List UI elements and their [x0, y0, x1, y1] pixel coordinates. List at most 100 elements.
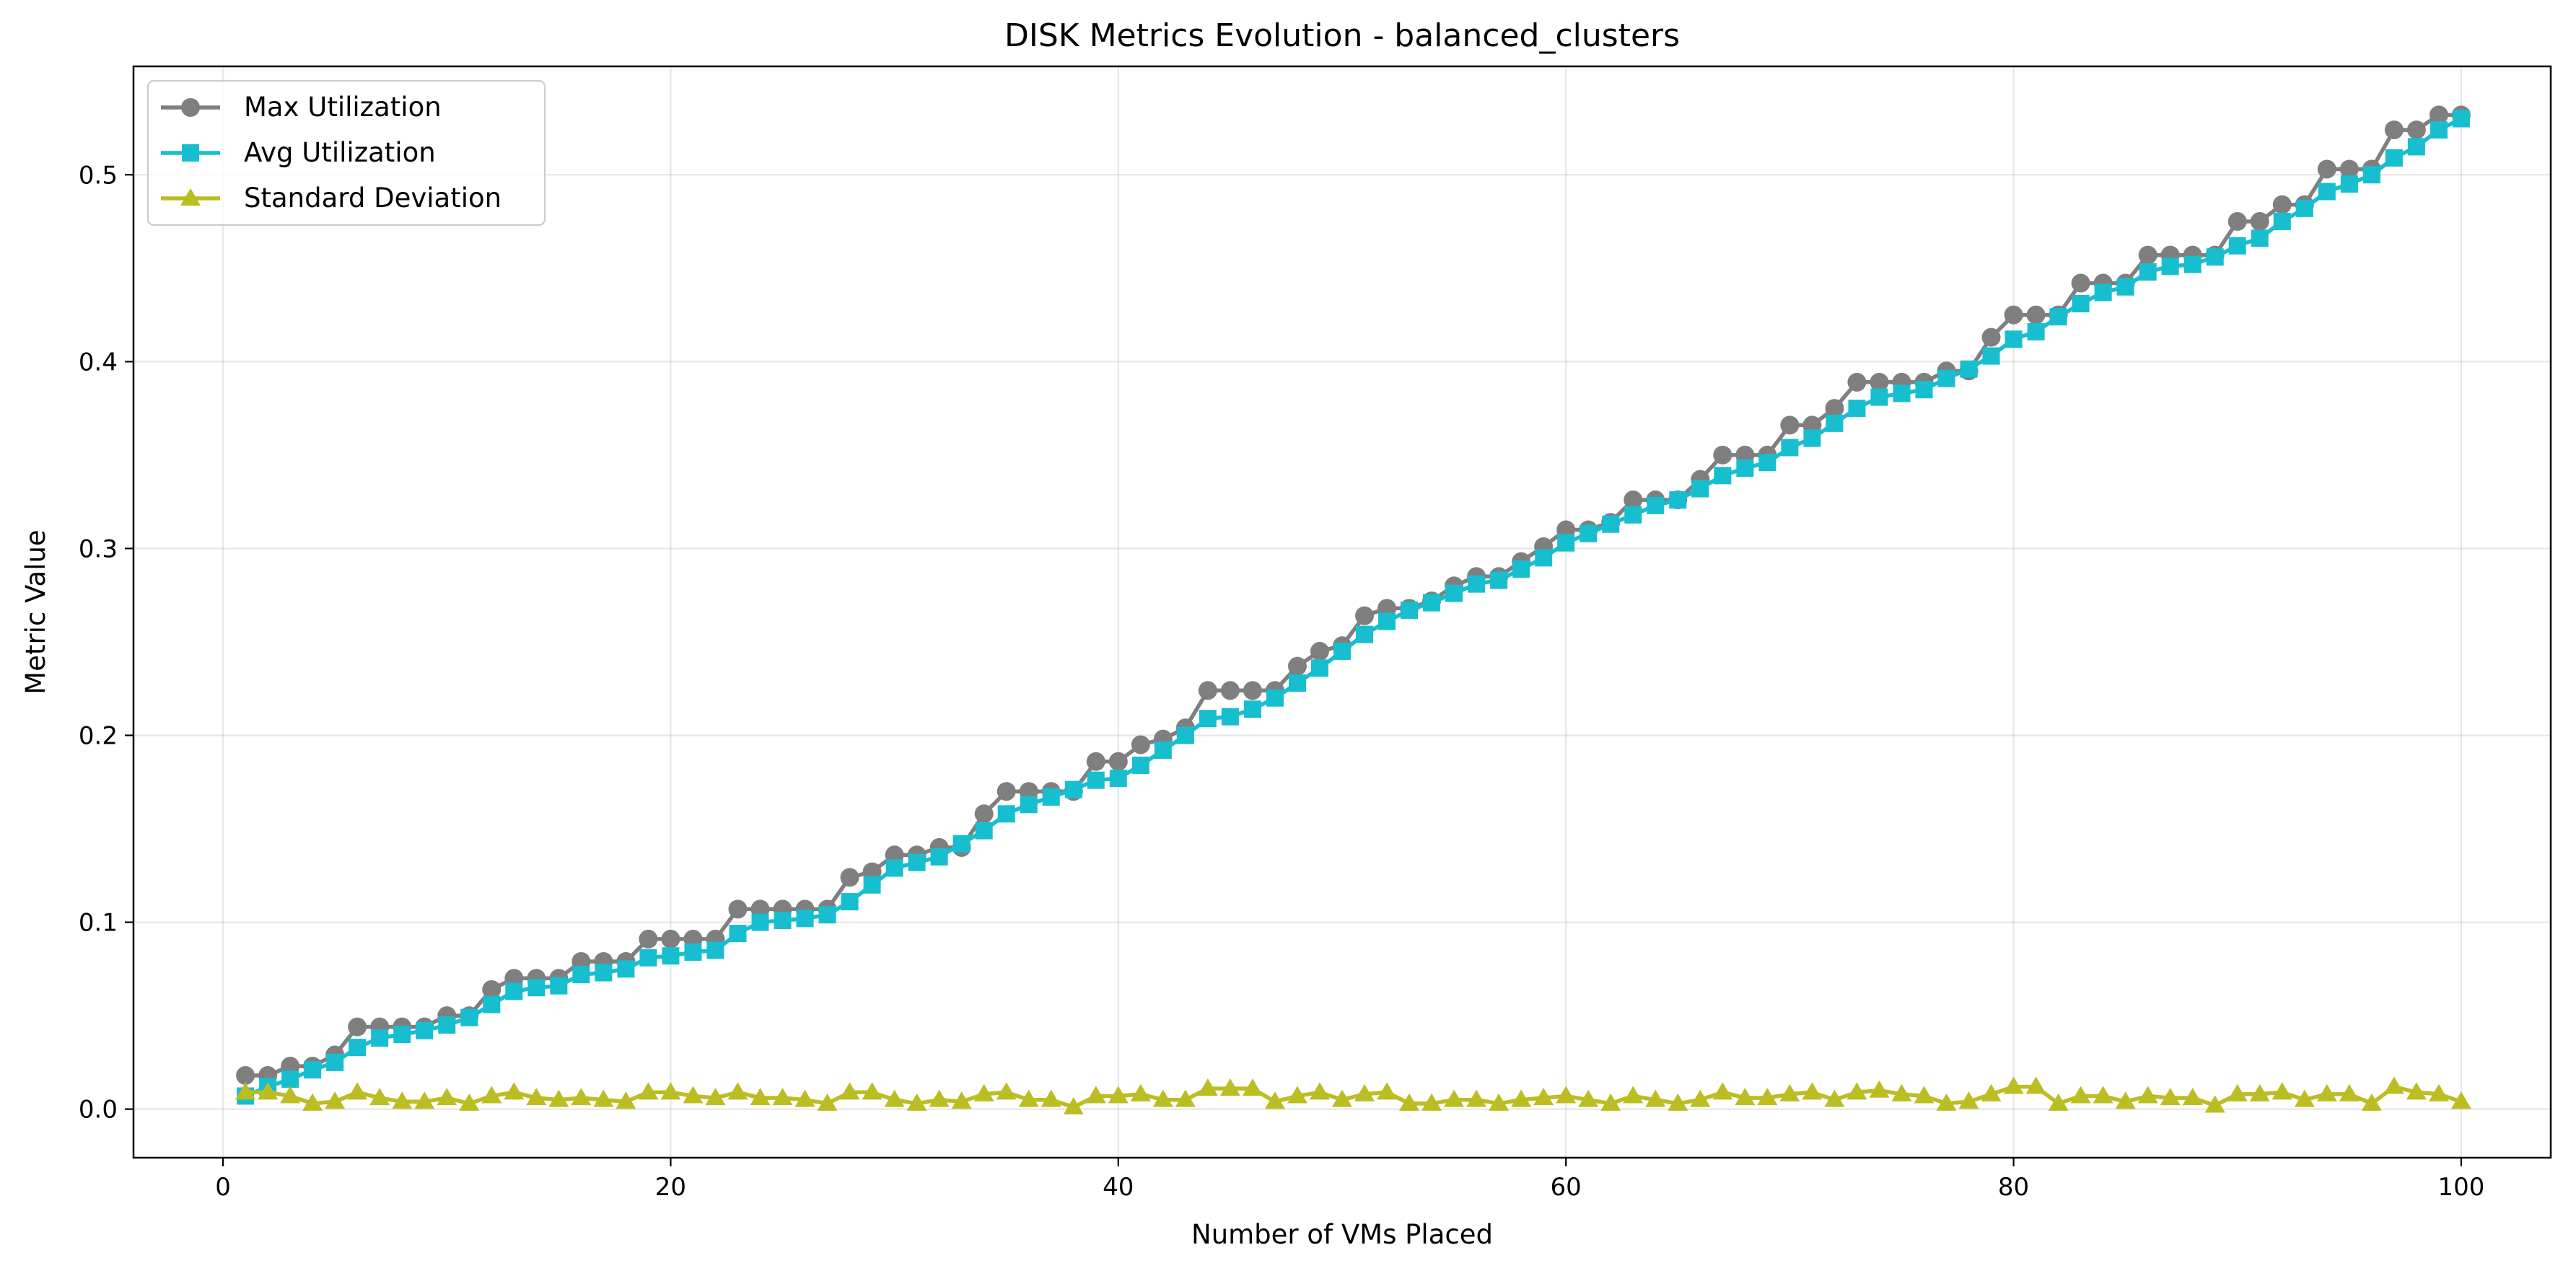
data-point [1489, 1093, 1510, 1111]
data-point [1981, 1083, 2002, 1101]
legend-item: Standard Deviation [161, 182, 501, 214]
data-point [2003, 1076, 2024, 1094]
data-point [482, 980, 501, 999]
data-point [2048, 1093, 2069, 1111]
data-point [1288, 674, 1306, 692]
data-point [1468, 575, 1486, 593]
data-point [369, 1088, 390, 1106]
data-point [2228, 237, 2246, 255]
data-point [2362, 166, 2380, 184]
data-point [2072, 295, 2090, 313]
legend-marker [180, 188, 201, 206]
data-point [1578, 1089, 1599, 1107]
data-point [1937, 369, 1955, 387]
data-point [841, 893, 859, 911]
data-point [705, 1088, 726, 1106]
data-point [772, 1088, 793, 1106]
data-point [459, 1093, 480, 1111]
data-point [1309, 1082, 1330, 1100]
data-point [706, 941, 724, 959]
y-tick-label: 0.4 [79, 348, 118, 377]
data-point [2430, 121, 2448, 139]
data-point [2005, 330, 2023, 348]
data-point [1243, 681, 1262, 700]
data-point [996, 1082, 1017, 1100]
data-point [595, 964, 613, 982]
y-tick-label: 0.2 [79, 721, 118, 750]
data-point [1131, 756, 1149, 774]
data-point [2004, 305, 2023, 325]
data-point [1041, 1089, 1061, 1107]
data-point [863, 876, 881, 894]
x-tick-label: 60 [1551, 1173, 1582, 1202]
x-tick-label: 20 [655, 1173, 686, 1202]
data-point [2139, 263, 2157, 281]
data-point [2273, 213, 2291, 231]
data-point [2407, 138, 2425, 156]
data-point [2204, 1095, 2225, 1113]
data-point [1645, 1089, 1666, 1107]
data-point [437, 1088, 457, 1106]
data-point [1602, 515, 1620, 533]
y-tick-label: 0.0 [79, 1096, 118, 1125]
data-point [1691, 480, 1709, 498]
data-point [2385, 149, 2403, 167]
data-point [2429, 105, 2448, 125]
x-tick-label: 100 [2437, 1173, 2484, 1202]
data-point [526, 1088, 547, 1106]
data-point [1287, 656, 1307, 676]
data-point [460, 1008, 478, 1026]
data-point [1287, 1086, 1307, 1104]
data-point [1802, 1082, 1823, 1100]
data-point [1131, 735, 1150, 754]
x-tick-label: 40 [1103, 1173, 1134, 1202]
data-point [2450, 1091, 2471, 1109]
data-point [571, 1088, 592, 1106]
legend-label: Standard Deviation [244, 182, 501, 214]
data-point [1735, 1088, 1756, 1106]
data-point [2115, 1091, 2136, 1109]
data-point [2025, 1076, 2046, 1094]
data-point [2138, 245, 2157, 265]
data-point [2026, 305, 2046, 325]
legend-item: Max Utilization [161, 92, 442, 123]
data-point [1736, 459, 1754, 478]
data-point [638, 1082, 659, 1100]
data-point [258, 1082, 279, 1100]
data-point [1310, 641, 1329, 661]
data-point [2116, 278, 2134, 296]
data-point [2093, 1086, 2113, 1104]
data-point [1914, 1086, 1935, 1104]
data-point [235, 1082, 256, 1100]
data-point [505, 982, 523, 1000]
data-point [1266, 689, 1284, 707]
data-point [1221, 708, 1239, 726]
data-point [660, 1082, 681, 1100]
data-point [1444, 1089, 1465, 1107]
data-point [2227, 212, 2247, 232]
data-point [1108, 752, 1128, 771]
data-point [1087, 771, 1105, 789]
data-point [2295, 199, 2313, 217]
data-point [1825, 399, 1844, 418]
data-point [438, 1016, 456, 1034]
data-point [1958, 1091, 1979, 1109]
series-line [245, 1084, 2462, 1109]
data-point [639, 929, 658, 949]
data-point [1870, 372, 1889, 392]
data-point [1264, 1091, 1285, 1109]
data-point [1176, 726, 1194, 744]
data-point [818, 906, 836, 924]
legend-label: Max Utilization [244, 92, 442, 123]
data-point [2318, 182, 2336, 201]
data-point [1779, 1083, 1800, 1101]
data-point [2227, 1083, 2248, 1101]
data-point [1310, 659, 1328, 677]
data-point [973, 1083, 994, 1101]
data-point [2182, 1088, 2203, 1106]
data-point [1669, 491, 1687, 509]
data-point [2161, 258, 2179, 276]
data-point [1064, 780, 1082, 798]
data-point [527, 979, 546, 997]
data-point [794, 1089, 815, 1107]
